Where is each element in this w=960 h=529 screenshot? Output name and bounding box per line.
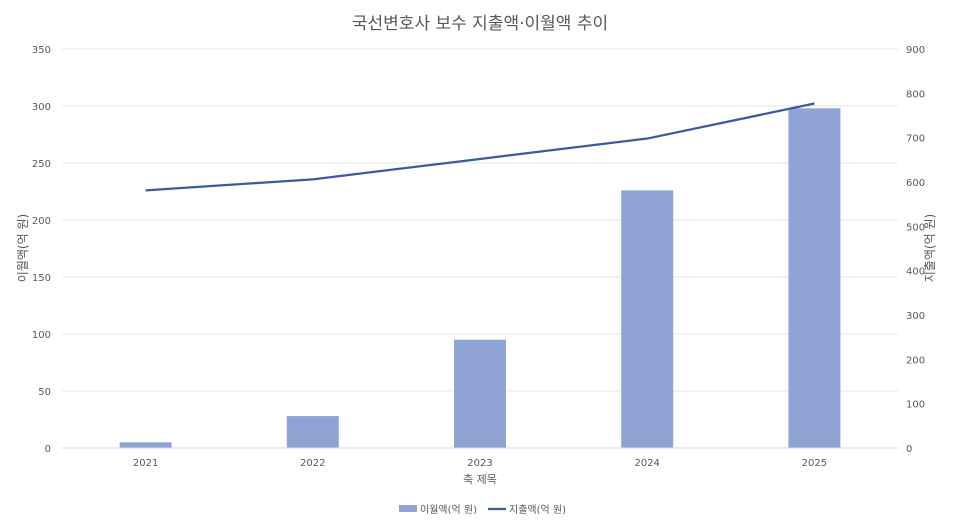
bar — [788, 108, 840, 448]
legend-line-label: 지출액(억 원) — [509, 504, 566, 516]
right-y-tick-label: 900 — [906, 45, 925, 56]
left-y-tick-label: 250 — [32, 159, 51, 170]
x-tick-label: 2023 — [467, 458, 492, 469]
left-y-tick-label: 150 — [32, 273, 51, 284]
legend-bar-label: 이월액(억 원) — [420, 504, 477, 516]
bar — [621, 190, 673, 448]
right-y-tick-label: 800 — [906, 89, 925, 100]
bar — [454, 340, 506, 448]
legend: 이월액(억 원) 지출액(억 원) — [399, 504, 566, 516]
left-y-tick-label: 350 — [32, 45, 51, 56]
right-y-tick-label: 200 — [906, 355, 925, 366]
line-series — [146, 104, 815, 191]
right-y-axis-label: 지출액(억 원) — [923, 214, 937, 282]
left-y-tick-label: 300 — [32, 102, 51, 113]
x-tick-label: 2025 — [802, 458, 827, 469]
right-y-tick-label: 300 — [906, 311, 925, 322]
right-y-tick-label: 100 — [906, 400, 925, 411]
left-y-tick-label: 200 — [32, 216, 51, 227]
left-y-tick-label: 100 — [32, 330, 51, 341]
bar — [120, 442, 172, 448]
left-y-axis-label: 이월액(억 원) — [16, 214, 30, 282]
left-y-tick-label: 0 — [45, 444, 51, 455]
x-tick-label: 2022 — [300, 458, 325, 469]
bar — [287, 416, 339, 448]
x-axis-label: 축 제목 — [463, 473, 497, 486]
right-y-tick-label: 0 — [906, 444, 912, 455]
right-y-tick-label: 600 — [906, 178, 925, 189]
x-axis-ticks: 2021 2022 2023 2024 2025 — [133, 458, 827, 469]
right-y-tick-label: 700 — [906, 134, 925, 145]
left-y-tick-label: 50 — [38, 387, 51, 398]
expenditure-line — [146, 104, 815, 191]
x-tick-label: 2024 — [634, 458, 659, 469]
left-y-axis-ticks: 0 50 100 150 200 250 300 350 — [32, 45, 51, 455]
chart-title: 국선변호사 보수 지출액·이월액 추이 — [352, 14, 608, 34]
x-tick-label: 2021 — [133, 458, 158, 469]
legend-bar-swatch — [399, 505, 417, 512]
